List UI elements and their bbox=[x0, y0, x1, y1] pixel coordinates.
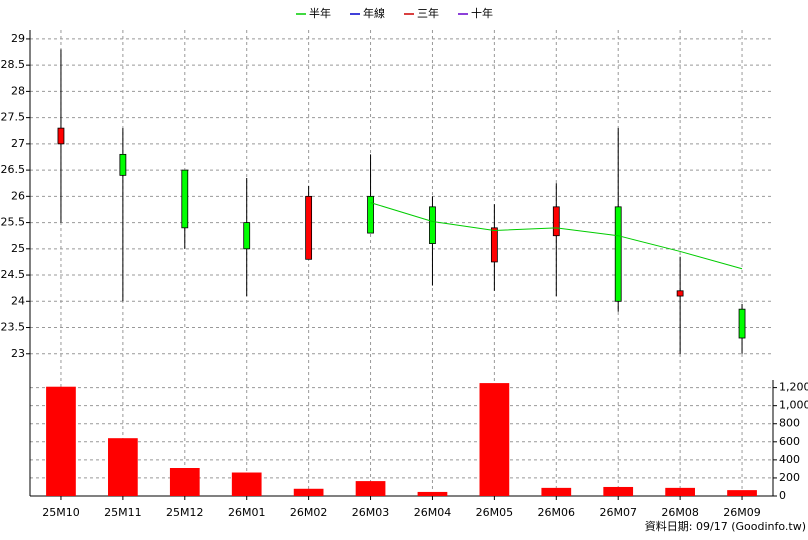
y-tick-label: 27 bbox=[11, 137, 25, 150]
y2-tick-label: 800 bbox=[779, 417, 800, 430]
x-tick-label: 26M02 bbox=[290, 506, 328, 519]
y2-tick-label: 200 bbox=[779, 471, 800, 484]
x-tick-label: 26M07 bbox=[599, 506, 637, 519]
y-tick-label: 26.5 bbox=[1, 163, 26, 176]
volume-bar bbox=[479, 383, 510, 496]
volume-bar bbox=[665, 487, 695, 496]
candle-body bbox=[676, 290, 684, 297]
y-tick-label: 28 bbox=[11, 84, 25, 97]
candle-body bbox=[119, 153, 127, 176]
volume-bar bbox=[108, 438, 138, 496]
y-tick-label: 25.5 bbox=[1, 216, 26, 229]
candle-body bbox=[614, 206, 622, 302]
candle-body bbox=[181, 169, 189, 229]
legend-label: 年線 bbox=[363, 6, 385, 20]
volume-bar bbox=[355, 481, 386, 496]
y-tick-label: 24 bbox=[11, 294, 25, 307]
y-tick-label: 27.5 bbox=[1, 111, 26, 124]
volume-bar bbox=[231, 472, 262, 496]
y-tick-label: 25 bbox=[11, 242, 25, 255]
y2-tick-label: 400 bbox=[779, 453, 800, 466]
legend-label: 半年 bbox=[309, 6, 331, 20]
x-tick-label: 25M11 bbox=[104, 506, 142, 519]
volume-bar bbox=[541, 487, 572, 496]
source: 資料日期: 09/17 (Goodinfo.tw) bbox=[645, 519, 806, 533]
x-tick-label: 25M10 bbox=[42, 506, 80, 519]
legend-label: 三年 bbox=[417, 6, 439, 20]
x-tick-label: 26M08 bbox=[661, 506, 699, 519]
candle-body bbox=[490, 227, 498, 263]
y-tick-label: 26 bbox=[11, 189, 25, 202]
candle-body bbox=[305, 195, 313, 260]
y2-tick-label: 600 bbox=[779, 435, 800, 448]
y-tick-label: 23 bbox=[11, 347, 25, 360]
x-tick-label: 26M09 bbox=[723, 506, 761, 519]
y-tick-label: 24.5 bbox=[1, 268, 26, 281]
candle-body bbox=[57, 127, 65, 145]
candle-body bbox=[429, 206, 436, 244]
volume-bar bbox=[727, 490, 757, 496]
ma-line bbox=[370, 202, 743, 270]
x-tick-label: 25M12 bbox=[166, 506, 204, 519]
candle-body bbox=[243, 222, 251, 250]
volume-bar bbox=[293, 488, 324, 496]
y2-tick-label: 1,000 bbox=[779, 399, 808, 412]
y-tick-label: 29 bbox=[11, 32, 25, 45]
volume-bar bbox=[603, 486, 634, 496]
volume-bar bbox=[417, 491, 448, 496]
volume-bar bbox=[46, 386, 76, 496]
y-tick-label: 23.5 bbox=[1, 321, 26, 334]
y-tick-label: 28.5 bbox=[1, 58, 26, 71]
y2-tick-label: 0 bbox=[779, 489, 786, 502]
legend-label: 十年 bbox=[471, 6, 493, 20]
x-tick-label: 26M05 bbox=[476, 506, 514, 519]
x-tick-label: 26M03 bbox=[352, 506, 390, 519]
x-tick-label: 26M04 bbox=[414, 506, 452, 519]
candle-body bbox=[552, 206, 560, 237]
y2-tick-label: 1,200 bbox=[779, 381, 808, 394]
candle-body bbox=[367, 195, 374, 234]
candle-body bbox=[738, 308, 746, 339]
x-tick-label: 26M06 bbox=[538, 506, 576, 519]
x-tick-label: 26M01 bbox=[228, 506, 266, 519]
volume-bar bbox=[169, 468, 200, 496]
